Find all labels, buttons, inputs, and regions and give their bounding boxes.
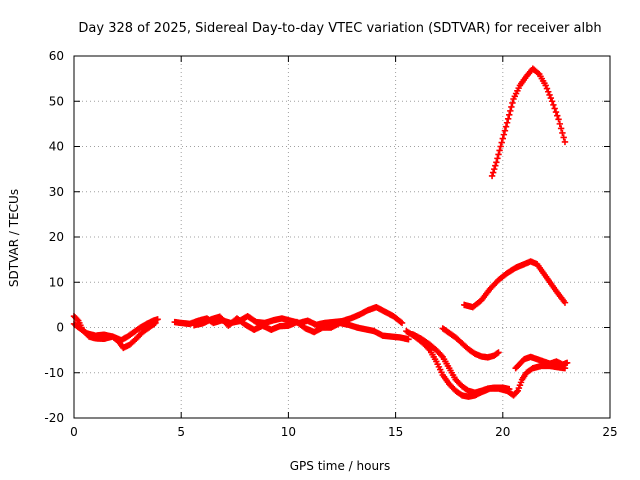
x-tick-label: 15 xyxy=(388,425,403,439)
data-point xyxy=(543,85,551,92)
data-point xyxy=(491,165,498,173)
data-point xyxy=(552,108,560,116)
y-tick-label: 40 xyxy=(49,140,64,154)
data-point xyxy=(405,336,412,343)
data-point xyxy=(495,349,502,356)
data-point xyxy=(506,385,513,393)
y-tick-label: 10 xyxy=(49,275,64,289)
y-tick-label: 60 xyxy=(49,49,64,63)
chart-title: Day 328 of 2025, Sidereal Day-to-day VTE… xyxy=(78,21,601,36)
y-tick-label: -10 xyxy=(44,366,64,380)
x-tick-label: 10 xyxy=(281,425,296,439)
data-point xyxy=(497,143,504,150)
data-point xyxy=(154,316,161,323)
data-point xyxy=(550,101,557,109)
data-point xyxy=(542,82,549,89)
data-point xyxy=(509,99,516,107)
data-point xyxy=(503,119,511,126)
data-point xyxy=(563,359,571,366)
data-point xyxy=(492,162,499,169)
data-point xyxy=(545,88,552,95)
series-track-8 xyxy=(461,258,569,311)
data-point xyxy=(500,131,508,138)
data-point xyxy=(398,319,406,327)
y-axis-label: SDTVAR / TECUs xyxy=(7,189,21,287)
data-point xyxy=(561,138,569,146)
data-point xyxy=(556,120,564,128)
data-point xyxy=(560,134,567,141)
data-point xyxy=(489,169,497,176)
x-tick-label: 5 xyxy=(177,425,185,439)
data-point xyxy=(397,318,405,326)
data-point xyxy=(555,116,562,123)
plot-frame xyxy=(73,55,611,419)
data-point xyxy=(502,123,510,130)
data-point xyxy=(496,147,503,154)
y-tick-label: 20 xyxy=(49,230,64,244)
series-track-7 xyxy=(439,325,502,361)
data-point xyxy=(152,319,159,327)
data-point xyxy=(498,139,505,146)
grid xyxy=(74,56,610,418)
data-point xyxy=(534,69,542,77)
data-point xyxy=(547,94,555,102)
y-tick-labels: -20 -10 0 10 20 30 40 50 60 xyxy=(44,49,64,425)
data-point xyxy=(559,129,566,137)
y-tick-label: 30 xyxy=(49,185,64,199)
y-tick-label: 0 xyxy=(56,321,64,335)
series-track-4 xyxy=(190,313,412,343)
x-axis-label: GPS time / hours xyxy=(290,459,391,473)
data-point xyxy=(506,111,513,119)
data-point xyxy=(508,103,515,111)
data-point xyxy=(546,91,553,99)
data-point xyxy=(551,105,558,112)
data-point xyxy=(74,316,81,323)
data-points xyxy=(70,65,571,400)
series-track-10 xyxy=(512,353,571,372)
series-track-2 xyxy=(70,319,159,352)
series-track-9 xyxy=(488,65,569,180)
x-tick-labels: 0 5 10 15 20 25 xyxy=(70,425,617,439)
data-point xyxy=(557,125,565,132)
y-tick-label: -20 xyxy=(44,411,64,425)
data-point xyxy=(493,159,500,166)
data-point xyxy=(501,127,509,134)
data-point xyxy=(150,320,158,328)
data-point xyxy=(513,388,520,396)
data-point xyxy=(499,135,506,142)
data-point xyxy=(494,155,501,162)
data-point xyxy=(554,112,561,119)
data-point xyxy=(495,151,502,158)
data-point xyxy=(561,299,569,306)
y-tick-label: 50 xyxy=(49,94,64,108)
data-point xyxy=(548,98,556,105)
x-tick-label: 25 xyxy=(602,425,617,439)
series-track-6 xyxy=(409,331,513,396)
x-tick-label: 0 xyxy=(70,425,78,439)
data-point xyxy=(488,172,496,180)
data-point xyxy=(507,107,514,115)
x-tick-label: 20 xyxy=(495,425,510,439)
data-point xyxy=(504,115,512,122)
